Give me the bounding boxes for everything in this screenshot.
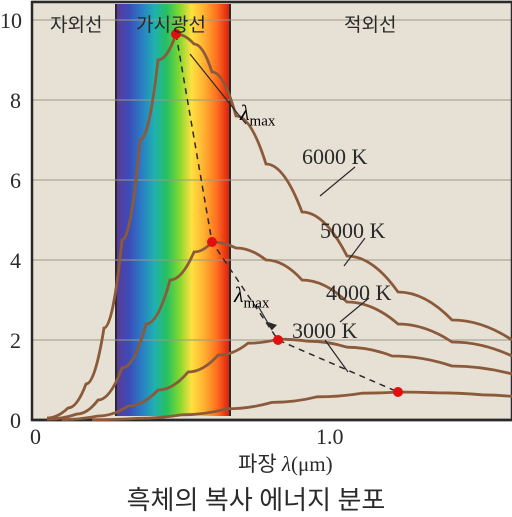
blackbody-chart: 자외선 가시광선 적외선 6000 K 5000 K 4000 K 3000 K λm…	[0, 0, 512, 512]
lambda-max-label-1: λmax	[240, 100, 275, 130]
ytick-2: 2	[10, 328, 21, 354]
temp-label-4000 K: 4000 K	[326, 280, 391, 306]
visible-region-label: 가시광선	[136, 10, 206, 37]
xtick-0: 0	[30, 424, 41, 450]
ytick-8: 8	[10, 88, 21, 114]
temp-label-6000 K: 6000 K	[302, 144, 367, 170]
x-axis-label: 파장 λ(μm)	[238, 448, 333, 478]
temp-label-5000 K: 5000 K	[320, 218, 385, 244]
lambda-max-label-2: λmax	[234, 282, 269, 312]
ytick-10: 10	[0, 8, 22, 34]
ytick-6: 6	[10, 168, 21, 194]
uv-region-label: 자외선	[50, 10, 102, 37]
ytick-4: 4	[10, 248, 21, 274]
ir-region-label: 적외선	[344, 10, 396, 37]
temp-label-3000 K: 3000 K	[292, 318, 357, 344]
chart-title: 흑체의 복사 에너지 분포	[0, 480, 512, 517]
ytick-0: 0	[10, 408, 21, 434]
chart-svg	[0, 0, 512, 460]
xtick-1: 1.0	[316, 424, 344, 450]
